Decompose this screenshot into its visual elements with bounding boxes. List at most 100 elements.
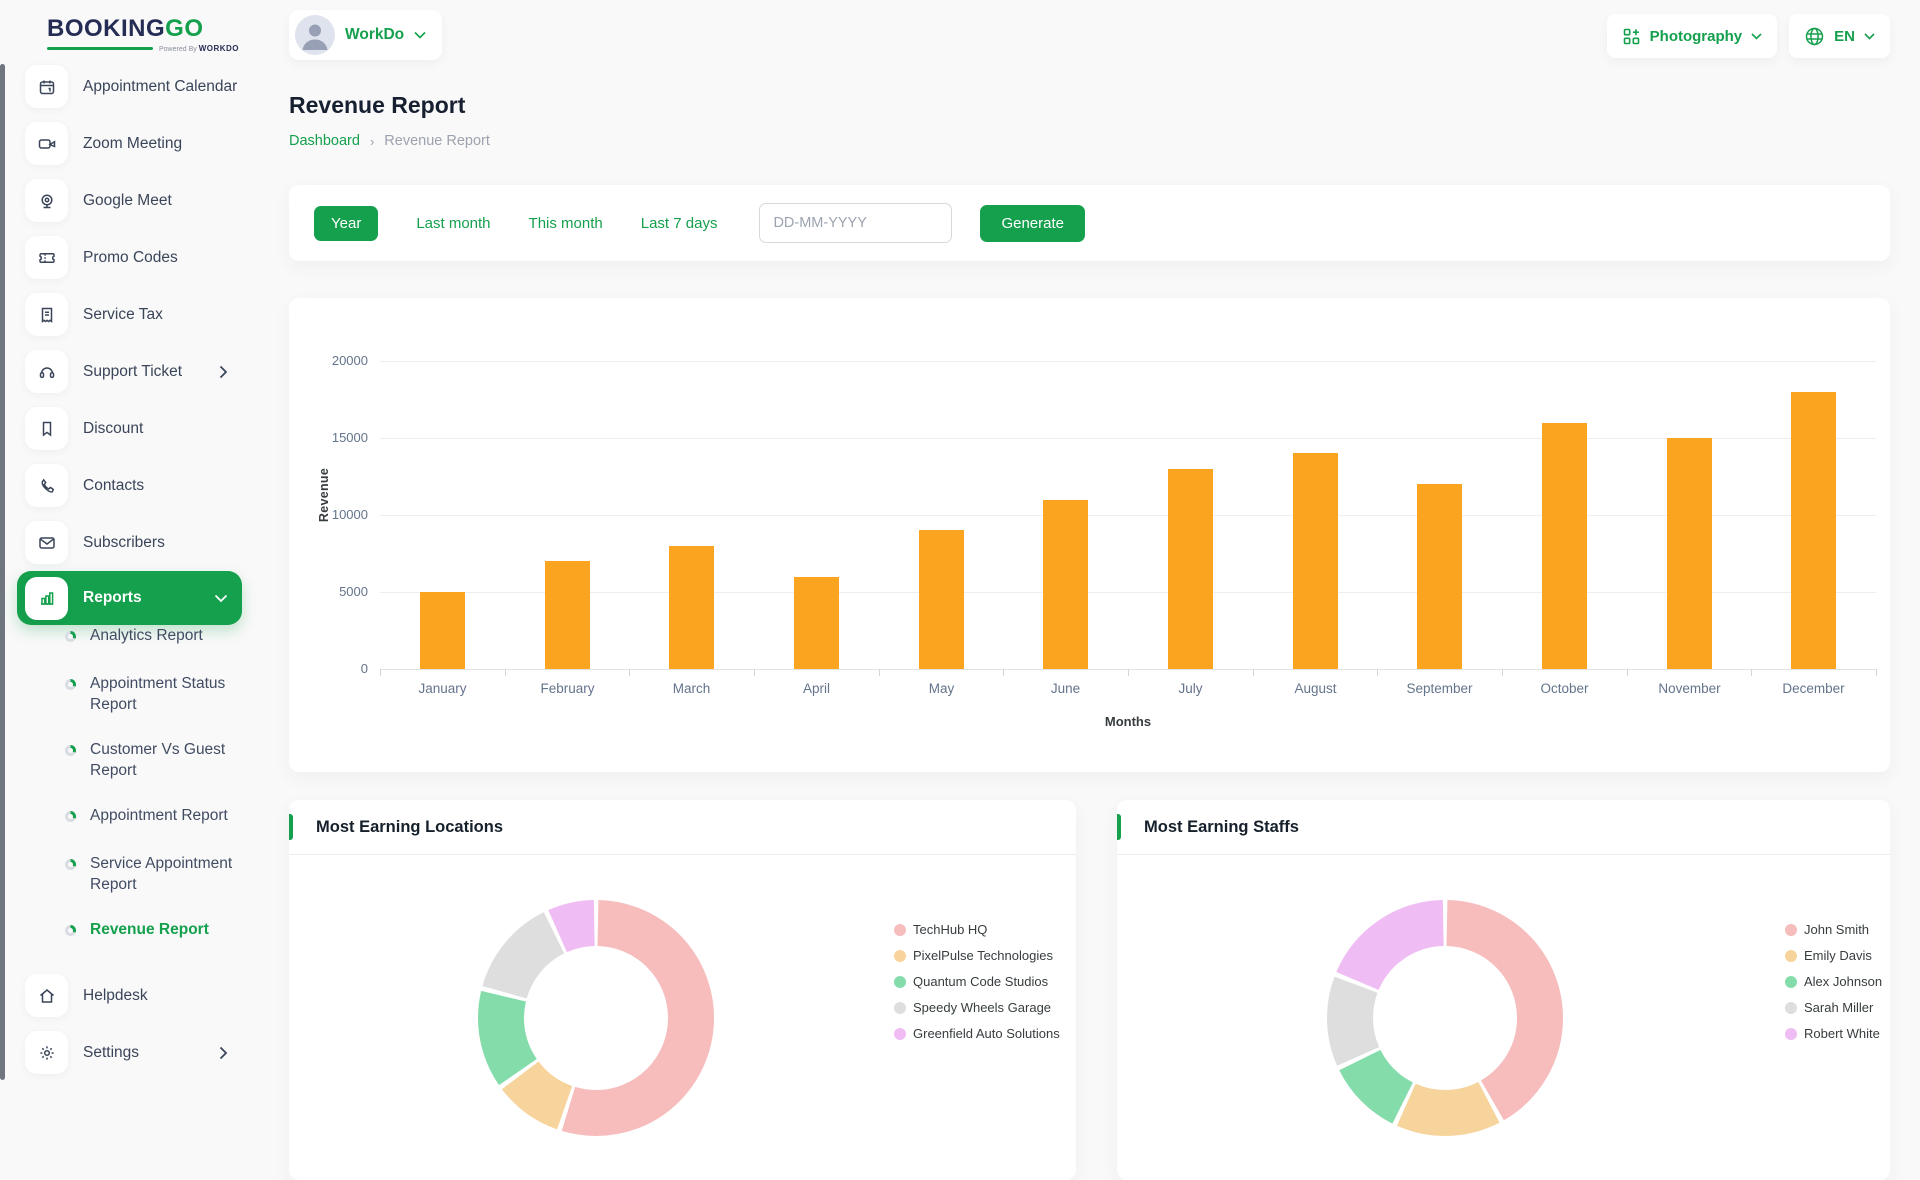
sidebar-subitem-analytics-report[interactable]: Analytics Report [65, 625, 234, 673]
grid-plus-icon [1622, 27, 1641, 46]
revenue-bar [420, 592, 465, 669]
legend-dot [1785, 975, 1797, 988]
y-axis-tick-label: 0 [360, 661, 368, 676]
breadcrumb-dashboard-link[interactable]: Dashboard [289, 133, 360, 149]
x-axis-tick [879, 669, 880, 676]
sidebar-scrollbar[interactable] [0, 64, 5, 1080]
chevron-right-icon [219, 1046, 228, 1060]
sidebar-item-support-ticket[interactable]: Support Ticket [25, 343, 242, 400]
sidebar-item-label: Promo Codes [83, 248, 178, 266]
sidebar-item-helpdesk[interactable]: Helpdesk [25, 967, 242, 1024]
workspace-name: WorkDo [345, 26, 405, 43]
legend-dot [894, 975, 906, 988]
subitem-label: Service Appointment Report [90, 855, 233, 893]
legend-item: Sarah Miller [1785, 1000, 1882, 1015]
y-axis-tick-label: 5000 [339, 584, 368, 599]
bar-chart-icon [25, 576, 68, 620]
sidebar-item-reports[interactable]: Reports [17, 571, 242, 625]
legend-item: Alex Johnson [1785, 974, 1882, 989]
sidebar-logo[interactable]: BOOKINGGO Powered By WORKDO [0, 0, 262, 62]
calendar-icon [25, 65, 68, 108]
sidebar-item-service-tax[interactable]: Service Tax [25, 286, 242, 343]
gridline [380, 438, 1876, 439]
revenue-bar [669, 546, 714, 669]
sidebar-item-contacts[interactable]: Contacts [25, 457, 242, 514]
filter-this-month-link[interactable]: This month [528, 214, 603, 232]
donut-segment [1327, 900, 1563, 1136]
subitem-label: Appointment Report [90, 807, 228, 824]
x-axis-tick [1003, 669, 1004, 676]
sidebar-item-label: Zoom Meeting [83, 134, 183, 152]
home-icon [25, 974, 68, 1017]
gridline [380, 361, 1876, 362]
x-axis-category-label: January [418, 681, 467, 696]
bar-chart: Revenue Months January February March April… [289, 298, 1890, 772]
legend-label: TechHub HQ [913, 922, 988, 937]
donut-segment [1327, 900, 1563, 1136]
sidebar-item-label: Service Tax [83, 305, 163, 323]
x-axis-tick [1502, 669, 1503, 676]
gridline [380, 515, 1876, 516]
sidebar-subitem-customer-vs-guest-report[interactable]: Customer Vs Guest Report [65, 739, 234, 805]
sidebar-item-subscribers[interactable]: Subscribers [25, 514, 242, 571]
mini-donut-icon [65, 811, 76, 822]
date-input[interactable] [759, 203, 953, 243]
gear-icon [25, 1031, 68, 1074]
x-axis-category-label: December [1782, 681, 1845, 696]
legend-label: John Smith [1804, 922, 1870, 937]
sidebar-subitem-appointment-report[interactable]: Appointment Report [65, 805, 234, 853]
revenue-bar-chart-card: Revenue Months January February March April… [289, 298, 1890, 772]
legend-item: Quantum Code Studios [894, 974, 1060, 989]
subitem-label: Analytics Report [90, 627, 203, 644]
video-icon [25, 122, 68, 165]
receipt-icon [25, 293, 68, 336]
workspace-dropdown[interactable]: WorkDo [289, 10, 443, 60]
sidebar-nav: Appointment Calendar Zoom Meeting Google… [0, 58, 262, 1081]
sidebar-item-promo-codes[interactable]: Promo Codes [25, 229, 242, 286]
phone-icon [25, 464, 68, 507]
locations-donut-chart [478, 900, 714, 1136]
legend-dot [1785, 1027, 1797, 1040]
bar-plot-area: January February March April May June July Augu… [380, 361, 1877, 696]
mini-donut-icon [65, 679, 76, 690]
business-name: Photography [1649, 27, 1743, 45]
business-dropdown[interactable]: Photography [1606, 14, 1778, 58]
filter-last-month-link[interactable]: Last month [416, 214, 491, 232]
revenue-bar [1667, 438, 1712, 669]
x-axis-category-label: May [928, 681, 955, 696]
locations-legend: TechHub HQ PixelPulse Technologies Quantum… [894, 922, 1060, 1041]
sidebar: BOOKINGGO Powered By WORKDO Appointment … [0, 0, 262, 1080]
x-axis-tick [380, 669, 381, 676]
sidebar-item-zoom-meeting[interactable]: Zoom Meeting [25, 115, 242, 172]
legend-dot [1785, 923, 1797, 936]
language-dropdown[interactable]: EN [1789, 14, 1890, 58]
legend-label: Robert White [1804, 1026, 1880, 1041]
logo-underline [47, 47, 153, 50]
sidebar-item-label: Subscribers [83, 533, 165, 551]
card-header: Most Earning Staffs [1117, 800, 1890, 855]
generate-button[interactable]: Generate [980, 204, 1085, 242]
report-filter-card: Year Last month This month Last 7 days G… [289, 185, 1890, 261]
filter-year-button[interactable]: Year [314, 205, 379, 241]
sidebar-subitem-service-appointment-report[interactable]: Service Appointment Report [65, 853, 234, 919]
sidebar-item-settings[interactable]: Settings [25, 1024, 242, 1081]
sidebar-item-discount[interactable]: Discount [25, 400, 242, 457]
sidebar-item-label: Google Meet [83, 191, 172, 209]
legend-label: Speedy Wheels Garage [913, 1000, 1052, 1015]
revenue-bar [1791, 392, 1836, 669]
x-axis-category-label: April [802, 681, 830, 696]
x-axis-category-label: February [540, 681, 595, 696]
x-axis-tick [505, 669, 506, 676]
sidebar-subitem-appointment-status-report[interactable]: Appointment Status Report [65, 673, 234, 739]
sidebar-item-google-meet[interactable]: Google Meet [25, 172, 242, 229]
sidebar-subitem-revenue-report[interactable]: Revenue Report [65, 919, 234, 967]
filter-last-7-days-link[interactable]: Last 7 days [640, 214, 718, 232]
breadcrumb-current: Revenue Report [384, 133, 490, 149]
sidebar-item-appointment-calendar[interactable]: Appointment Calendar [25, 58, 242, 115]
x-axis-category-label: June [1050, 681, 1081, 696]
legend-label: Emily Davis [1804, 948, 1872, 963]
most-earning-locations-card: Most Earning Locations TechHub HQ PixelPu… [289, 800, 1076, 1180]
staffs-donut-chart [1327, 900, 1563, 1136]
globe-icon [1804, 26, 1825, 47]
legend-label: Greenfield Auto Solutions [913, 1026, 1060, 1041]
